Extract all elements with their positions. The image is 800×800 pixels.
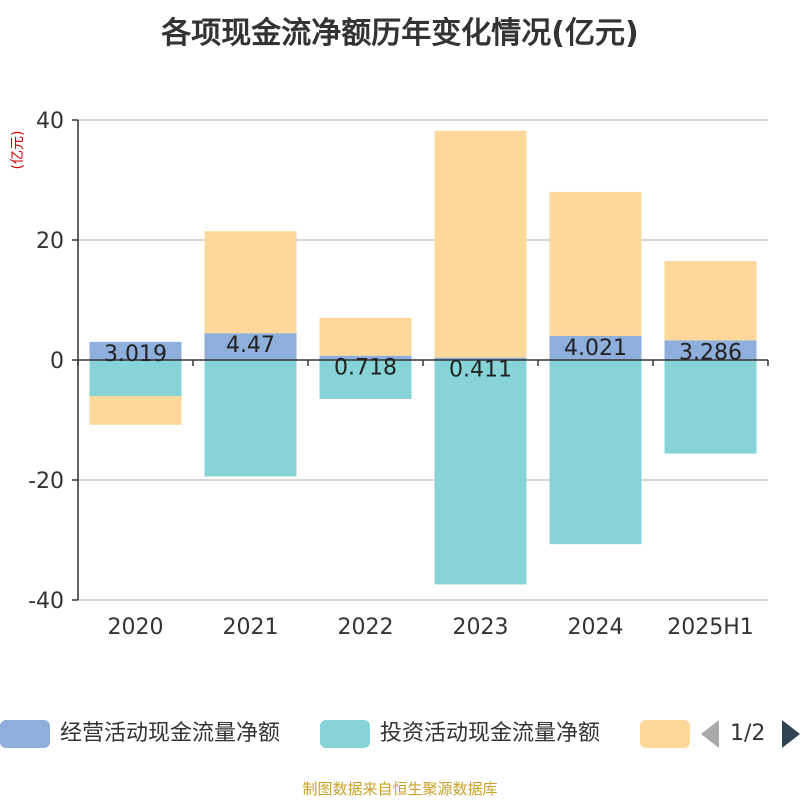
bar-operating-2025H1 <box>664 340 757 360</box>
bar-investing-2021 <box>204 360 297 477</box>
bar-investing-2024 <box>549 360 642 545</box>
data-label-operating-2022: 0.718 <box>334 356 397 381</box>
data-label-operating-2025H1: 3.286 <box>679 340 742 365</box>
legend-page-indicator: 1/2 <box>730 721 766 746</box>
data-label-operating-2020: 3.019 <box>104 342 167 367</box>
x-tick-label: 2020 <box>108 615 164 640</box>
y-tick-label: 40 <box>36 109 64 134</box>
x-tick-label: 2023 <box>453 615 509 640</box>
x-tick-label: 2025H1 <box>667 615 754 640</box>
chart-area: 40 20 0 -20 -40 2020 2021 2022 2023 2024 2025H1 3.… <box>28 109 769 640</box>
y-tick-label: 0 <box>50 349 64 374</box>
x-tick-label: 2022 <box>338 615 394 640</box>
legend-next-page-icon[interactable] <box>782 720 800 748</box>
bar-investing-2022 <box>319 360 412 399</box>
bar-operating-2023 <box>434 357 527 360</box>
bar-investing-2020 <box>89 360 182 396</box>
y-tick-label: -20 <box>28 469 64 494</box>
bar-financing-2023 <box>434 130 527 358</box>
bar-financing-2021 <box>204 231 297 334</box>
legend-label-investing: 投资活动现金流量净额 <box>380 721 601 746</box>
data-labels: 3.019 4.47 0.718 0.411 4.021 3.286 <box>104 333 742 382</box>
legend-prev-page-icon[interactable] <box>701 720 719 748</box>
axes: 40 20 0 -20 -40 2020 2021 2022 2023 2024 2025H1 <box>28 109 769 640</box>
bar-financing-2025H1 <box>664 261 757 341</box>
bar-financing-2020 <box>89 396 182 425</box>
data-label-operating-2021: 4.47 <box>226 333 275 358</box>
bar-financing-2024 <box>549 191 642 336</box>
y-tick-label: 20 <box>36 229 64 254</box>
bar-operating-2024 <box>549 335 642 360</box>
legend-swatch-investing <box>320 720 370 748</box>
x-tick-label: 2021 <box>223 615 279 640</box>
legend-label-operating: 经营活动现金流量净额 <box>60 721 281 746</box>
legend-swatch-operating <box>0 720 50 748</box>
x-tick-label: 2024 <box>568 615 624 640</box>
bar-investing-2025H1 <box>664 360 757 454</box>
legend-swatch-financing <box>640 720 690 748</box>
data-label-operating-2023: 0.411 <box>449 358 512 383</box>
data-label-operating-2024: 4.021 <box>564 336 627 361</box>
data-source: 制图数据来自恒生聚源数据库 <box>302 780 498 798</box>
bar-financing-2022 <box>319 317 412 356</box>
bar-operating-2021 <box>204 333 297 360</box>
bars <box>89 130 757 585</box>
bar-investing-2023 <box>434 360 527 585</box>
bar-operating-2022 <box>319 355 412 360</box>
chart-title: 各项现金流净额历年变化情况(亿元) <box>161 16 639 51</box>
legend: 经营活动现金流量净额 投资活动现金流量净额 <box>0 712 800 756</box>
bar-operating-2020 <box>89 341 182 360</box>
gridlines <box>78 119 768 601</box>
y-tick-label: -40 <box>28 589 64 614</box>
